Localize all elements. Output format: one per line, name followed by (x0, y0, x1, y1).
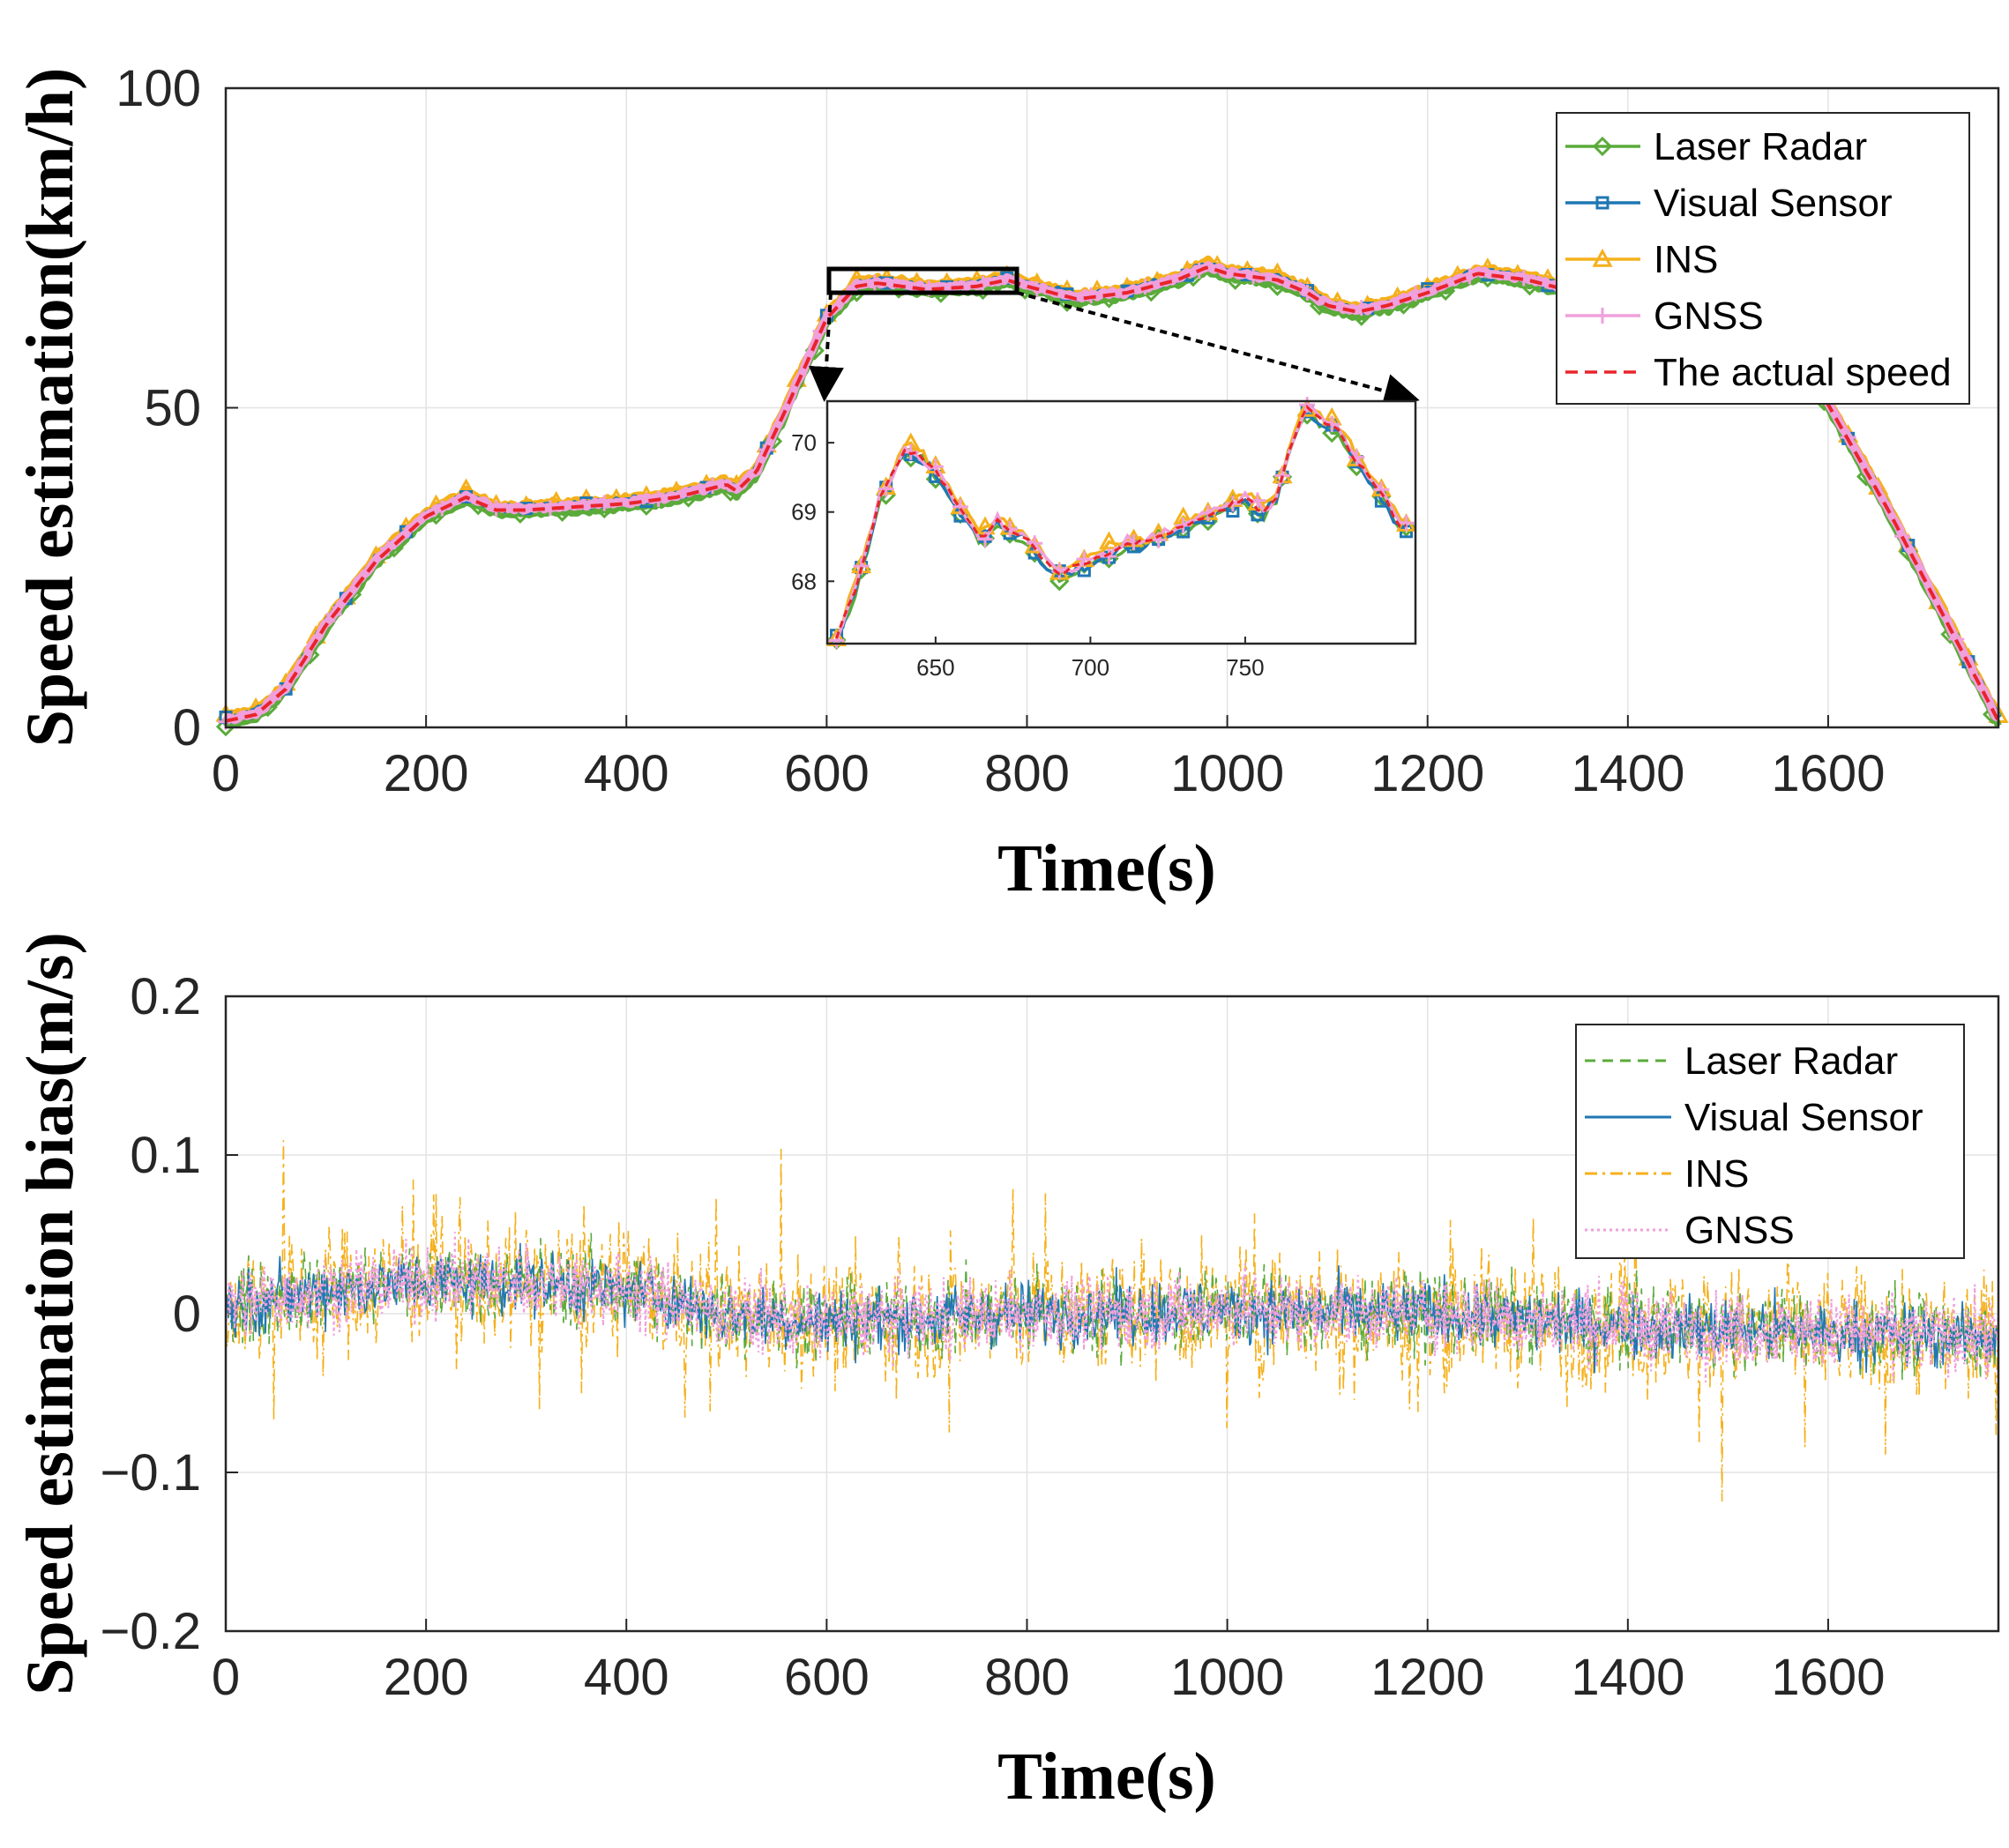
x-tick-label: 1400 (1571, 1649, 1684, 1706)
inset-marker-gnss (1299, 397, 1316, 414)
bottom-series-group (224, 1140, 1999, 1502)
series-marker-gnss (379, 540, 396, 556)
x-tick-label: 1000 (1170, 1649, 1284, 1706)
series-marker-gnss (1353, 300, 1370, 317)
legend-marker (1595, 196, 1609, 210)
y-tick-label: 50 (144, 380, 201, 437)
inset-x-tick-labels: 650 700 750 (916, 654, 1264, 681)
bottom-x-tick-labels: 0 200 400 600 800 1000 1200 1400 1600 (212, 1649, 1886, 1706)
y-tick-label: −0.1 (101, 1444, 202, 1502)
bias-line-gnss (224, 1232, 1999, 1382)
inset-marker-ins (1098, 531, 1120, 550)
x-tick-label: 200 (384, 1649, 469, 1706)
legend-marker (1592, 248, 1613, 267)
legend-label: GNSS (1654, 294, 1764, 338)
x-tick-label: 0 (212, 1649, 240, 1706)
inset-x-tick-label: 700 (1072, 654, 1109, 681)
x-tick-label: 1600 (1771, 745, 1885, 802)
legend-label: INS (1684, 1152, 1749, 1196)
x-tick-label: 1000 (1170, 745, 1284, 802)
zoom-region-box (826, 266, 1019, 295)
bottom-x-axis-title: Time(s) (997, 1740, 1216, 1814)
inset-line-the-actual-speed (835, 404, 1407, 639)
inset-marker-gnss (1101, 548, 1117, 565)
inset-y-tick-label: 69 (791, 499, 817, 525)
x-tick-label: 400 (584, 745, 669, 802)
top-y-tick-labels: 0 50 100 (116, 60, 201, 756)
x-tick-label: 800 (984, 745, 1070, 802)
top-x-tick-labels: 0 200 400 600 800 1000 1200 1400 1600 (212, 745, 1886, 802)
zoom-arrow-left (808, 292, 844, 402)
series-marker-gnss (1083, 287, 1100, 304)
inset-marker-laser-radar (1371, 486, 1392, 507)
inset-frame (825, 399, 1417, 645)
x-tick-label: 200 (384, 745, 469, 802)
top-legend: Laser Radar Visual Sensor INS GNSS The actua… (1556, 112, 1970, 405)
inset-y-tick-label: 70 (791, 429, 817, 456)
inset-series-group (825, 397, 1417, 651)
series-marker-gnss (596, 495, 613, 511)
series-marker-gnss (1299, 284, 1316, 301)
x-tick-label: 1400 (1571, 745, 1684, 802)
inset-x-tick-label: 750 (1226, 654, 1264, 681)
legend-label: Visual Sensor (1654, 182, 1893, 225)
series-marker-gnss (704, 478, 721, 495)
x-tick-label: 400 (584, 1649, 669, 1706)
inset-x-tick-label: 650 (916, 654, 954, 681)
y-tick-label: −0.2 (101, 1603, 202, 1660)
bottom-y-tick-labels: −0.2 −0.1 0 0.1 0.2 (101, 968, 202, 1660)
inset-y-tick-label: 68 (791, 568, 817, 594)
series-marker-gnss (1948, 630, 1965, 647)
zoom-arrow-right (1016, 291, 1420, 409)
legend-label: GNSS (1684, 1209, 1795, 1252)
zoom-inset: 650 700 750 68 69 70 (791, 397, 1417, 681)
speed-estimation-chart: 0 200 400 600 800 1000 1200 1400 1600 0 50 100 Tim… (13, 60, 2009, 905)
y-tick-label: 100 (116, 60, 201, 117)
legend-label: Laser Radar (1684, 1040, 1898, 1083)
speed-bias-chart: 0 200 400 600 800 1000 1200 1400 1600 −0.2−0.100… (13, 932, 2000, 1814)
y-tick-label: 0 (173, 699, 201, 756)
legend-marker (1595, 308, 1610, 324)
y-tick-label: 0.1 (130, 1127, 201, 1184)
legend-label: INS (1654, 238, 1718, 281)
x-tick-label: 600 (784, 745, 870, 802)
legend-label: The actual speed (1654, 351, 1952, 394)
bottom-legend: Laser Radar Visual Sensor INS GNSS (1575, 1024, 1965, 1259)
series-marker-gnss (1893, 528, 1910, 545)
top-y-axis-title: Speed estimation(km/h) (13, 68, 87, 748)
x-tick-label: 0 (212, 745, 240, 802)
top-axes-frame (224, 86, 2000, 729)
inset-marker-gnss (1398, 515, 1415, 532)
y-tick-label: 0.2 (130, 968, 201, 1025)
bottom-y-axis-title: Speed estimation bias(m/s) (13, 932, 87, 1695)
x-tick-label: 800 (984, 1649, 1070, 1706)
legend-label: Visual Sensor (1684, 1096, 1923, 1139)
legend-label: Laser Radar (1654, 125, 1867, 168)
inset-marker-gnss (1150, 532, 1167, 548)
x-tick-label: 600 (784, 1649, 870, 1706)
top-x-axis-title: Time(s) (997, 831, 1216, 905)
y-tick-label: 0 (173, 1285, 201, 1343)
inset-y-tick-labels: 68 69 70 (791, 429, 817, 594)
inset-marker-gnss (952, 498, 968, 515)
inset-plot-area (827, 401, 1415, 644)
x-tick-label: 1200 (1370, 1649, 1484, 1706)
x-tick-label: 1600 (1771, 1649, 1885, 1706)
inset-marker-gnss (1002, 521, 1019, 538)
series-marker-gnss (975, 275, 991, 292)
series-marker-laser-radar (215, 717, 236, 737)
bottom-legend-box (1575, 1024, 1965, 1259)
x-tick-label: 1200 (1370, 745, 1484, 802)
legend-marker (1592, 136, 1613, 157)
bottom-axes-frame (224, 995, 2000, 1633)
